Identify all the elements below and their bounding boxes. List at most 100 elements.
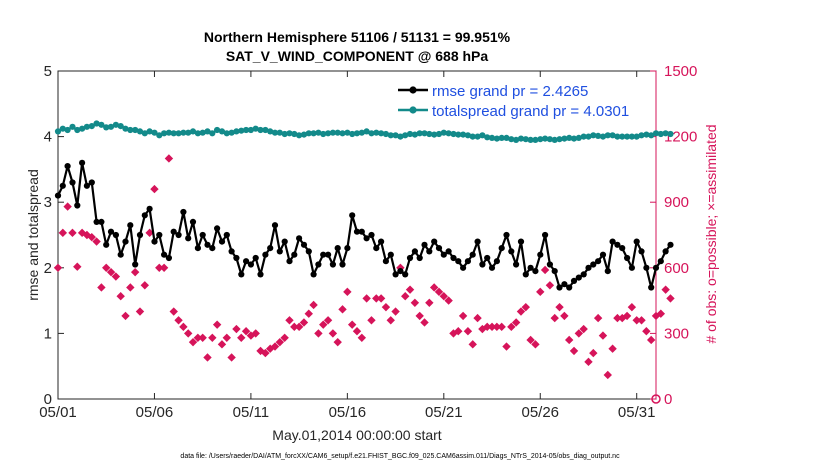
obs-point [458,311,468,321]
rmse-point [421,241,428,248]
spread-point [276,129,283,136]
rmse-point [339,261,346,268]
spread-point [445,130,452,137]
rmse-point [416,254,423,262]
spread-point [382,130,389,138]
spread-point [315,129,322,136]
spread-point [83,123,90,130]
spread-point [464,132,471,139]
rmse-point [325,251,332,258]
rmse-point [488,264,496,271]
obs-point [111,272,121,281]
rmse-point [498,245,505,252]
spread-point [93,120,100,127]
rmse-point [474,238,481,245]
rmse-point [387,251,394,258]
rmse-point [595,258,602,265]
obs-point [179,322,188,332]
obs-point [150,184,159,194]
obs-point [483,322,492,332]
rmse-point [170,228,177,235]
obs-point [540,265,550,275]
spread-point [300,131,308,138]
rmse-point [643,264,650,271]
obs-point [237,333,246,342]
spread-point [493,135,500,142]
spread-point [305,130,312,137]
rmse-point [479,261,486,268]
spread-point [349,130,356,138]
obs-point [642,327,651,336]
obs-point [63,202,72,211]
y-tick-label: 5 [44,63,52,80]
spread-point [537,136,544,143]
spread-point [517,135,525,142]
rmse-point [624,254,631,262]
rmse-point [638,248,645,255]
spread-point [638,132,645,139]
rmse-point [392,271,399,278]
legend-spread-marker [409,106,417,114]
obs-point [193,333,203,342]
obs-point [656,309,666,318]
obs-point [246,331,256,340]
rmse-point [633,238,640,245]
spread-point [146,128,153,135]
spread-point [633,133,640,140]
obs-point [309,300,318,310]
spread-point [296,132,303,139]
rmse-point [657,258,664,265]
spread-point [112,121,119,128]
spread-point [590,132,597,139]
obs-point [357,333,367,342]
rmse-point [469,251,476,258]
obs-point [208,333,217,342]
obs-point [405,285,415,294]
spread-point [271,129,279,136]
spread-point [257,126,264,134]
spread-point [329,129,336,136]
spread-point [214,126,221,134]
spread-point [334,129,341,136]
obs-point [598,331,608,340]
spread-point [652,130,660,137]
spread-point [185,129,192,136]
spread-point [165,129,172,136]
spread-point [59,125,66,132]
rmse-point [223,231,230,239]
spread-point [508,136,515,143]
spread-point [546,136,554,143]
obs-point [603,370,612,380]
rmse-series [54,159,674,291]
x-axis: 05/01 05/06 05/11 05/16 05/21 05/26 05/31 [39,71,655,421]
obs-point [82,230,92,240]
obs-point-zero [651,394,661,404]
obs-point [511,318,521,327]
rmse-point [373,245,380,252]
spread-point [657,130,664,138]
rmse-point [585,264,592,271]
rmse-point [228,248,235,255]
spread-point [498,134,505,141]
spread-point [156,132,163,139]
obs-point [87,232,96,242]
obs-point [58,228,68,238]
rmse-point [604,268,611,275]
spread-point [233,128,240,135]
spread-point [291,130,298,138]
spread-point [469,133,476,140]
rmse-point [69,179,76,186]
rmse-point [566,284,573,291]
rmse-point [527,264,534,271]
x-tick-label: 05/16 [329,404,367,421]
spread-point [643,131,650,138]
rmse-point [464,258,471,265]
obs-point [188,337,198,347]
x-tick-label: 05/11 [233,404,269,421]
spread-point [648,132,655,139]
obs-point [444,296,453,305]
obs-point [376,294,386,303]
y-tick-label: 3 [44,194,52,211]
obs-point [92,237,101,246]
x-tick-label: 05/01 [39,404,77,421]
